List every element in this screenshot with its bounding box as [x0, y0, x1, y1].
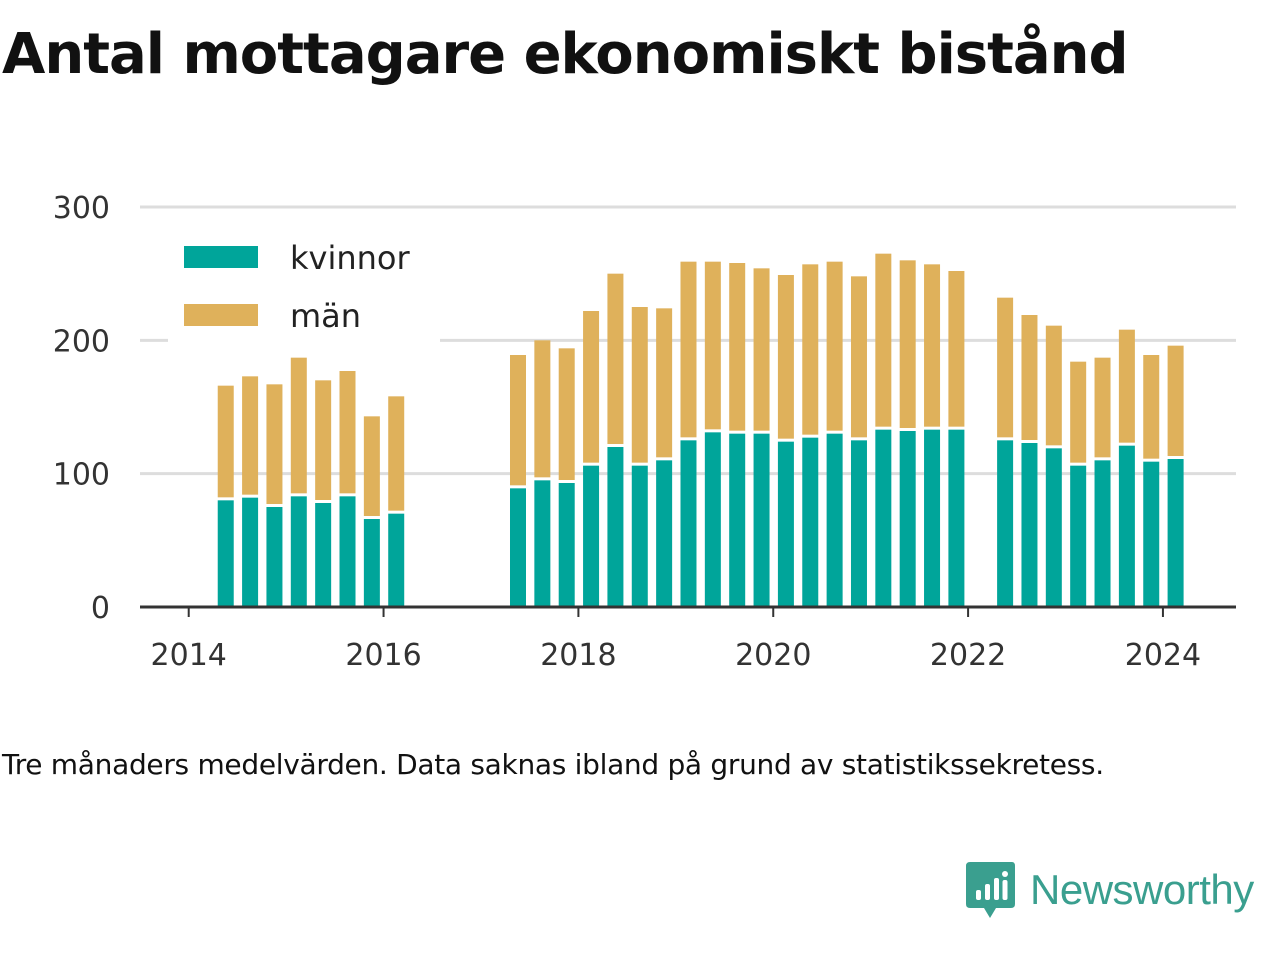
bar-man [753, 268, 770, 431]
bar-kvinnor [266, 507, 283, 607]
bar-kvinnor [1070, 465, 1087, 607]
bar-man [1167, 345, 1184, 456]
bar-kvinnor [753, 433, 770, 607]
bar-man [948, 271, 965, 427]
bar-kvinnor [997, 440, 1014, 607]
x-tick-label: 2014 [151, 638, 227, 673]
y-tick-label: 0 [91, 591, 110, 626]
legend: kvinnor män [168, 232, 440, 344]
bar-kvinnor [850, 440, 867, 607]
bar-man [631, 307, 648, 463]
bar-man [583, 311, 600, 463]
y-tick-label: 100 [53, 458, 110, 493]
bar-man [1045, 325, 1062, 446]
bar-kvinnor [1143, 461, 1160, 607]
bar-kvinnor [1167, 459, 1184, 607]
bar-man [899, 260, 916, 428]
legend-swatch-kvinnor [184, 246, 258, 268]
bar-man [729, 263, 746, 431]
brand-name: Newsworthy [1030, 866, 1254, 913]
bar-man [217, 385, 234, 498]
bar-kvinnor [315, 503, 332, 607]
bar-man [802, 264, 819, 435]
bar-man [1143, 355, 1160, 459]
bar-man [534, 340, 551, 478]
bar-kvinnor [948, 429, 965, 607]
bar-kvinnor [924, 429, 941, 607]
bar-kvinnor [680, 440, 697, 607]
footnote: Tre månaders medelvärden. Data saknas ib… [2, 748, 1104, 781]
bar-man [997, 297, 1014, 438]
bar-kvinnor [363, 519, 380, 607]
legend-swatch-man [184, 304, 258, 326]
bar-man [290, 357, 307, 494]
y-tick-label: 200 [53, 324, 110, 359]
legend-label: kvinnor [290, 239, 411, 277]
bar-man [266, 384, 283, 504]
bar-kvinnor [656, 460, 673, 607]
x-tick-label: 2020 [735, 638, 811, 673]
bar-man [924, 264, 941, 427]
legend-label: män [290, 297, 361, 335]
bar-man [680, 261, 697, 438]
bar-kvinnor [777, 441, 794, 607]
bar-kvinnor [1118, 445, 1135, 607]
bar-kvinnor [704, 432, 721, 607]
bar-kvinnor [826, 433, 843, 607]
bar-kvinnor [607, 447, 624, 607]
bar-kvinnor [1021, 443, 1038, 607]
x-tick-label: 2016 [345, 638, 421, 673]
bar-kvinnor [631, 465, 648, 607]
x-tick-label: 2018 [540, 638, 616, 673]
stacked-bar-chart: 0 100 200 300 2014 2016 2018 2020 2022 2024 kvinn… [53, 191, 1236, 673]
bar-kvinnor [290, 496, 307, 607]
bar-man [850, 276, 867, 438]
bar-man [704, 261, 721, 430]
bar-man [607, 273, 624, 444]
bar-man [1094, 357, 1111, 458]
bar-kvinnor [875, 429, 892, 607]
bar-kvinnor [534, 480, 551, 607]
bar-man [875, 253, 892, 427]
x-tick-label: 2024 [1125, 638, 1201, 673]
bar-man [363, 416, 380, 516]
axes: 0 100 200 300 2014 2016 2018 2020 2022 2024 [53, 191, 1236, 673]
bar-kvinnor [509, 488, 526, 607]
bar-kvinnor [802, 437, 819, 607]
y-tick-label: 300 [53, 191, 110, 226]
newsworthy-logo-icon [966, 862, 1015, 918]
bar-kvinnor [558, 483, 575, 607]
bar-kvinnor [1094, 460, 1111, 607]
bar-kvinnor [899, 431, 916, 607]
bar-man [558, 348, 575, 480]
bar-man [1070, 361, 1087, 463]
bar-man [242, 376, 259, 495]
bar-kvinnor [217, 500, 234, 607]
bar-kvinnor [388, 513, 405, 607]
bar-man [777, 275, 794, 439]
bars [217, 253, 1184, 607]
bar-kvinnor [1045, 448, 1062, 607]
bar-man [1118, 329, 1135, 443]
bar-man [315, 380, 332, 500]
bar-kvinnor [729, 433, 746, 607]
x-tick-label: 2022 [930, 638, 1006, 673]
chart-title: Antal mottagare ekonomiskt bistånd [2, 22, 1129, 87]
bar-kvinnor [583, 465, 600, 607]
bar-man [826, 261, 843, 431]
bar-kvinnor [242, 497, 259, 607]
bar-man [388, 396, 405, 511]
bar-man [1021, 315, 1038, 440]
bar-man [656, 308, 673, 458]
bar-man [509, 355, 526, 486]
bar-kvinnor [339, 496, 356, 607]
brand[interactable]: Newsworthy [964, 860, 1254, 920]
bar-man [339, 371, 356, 494]
